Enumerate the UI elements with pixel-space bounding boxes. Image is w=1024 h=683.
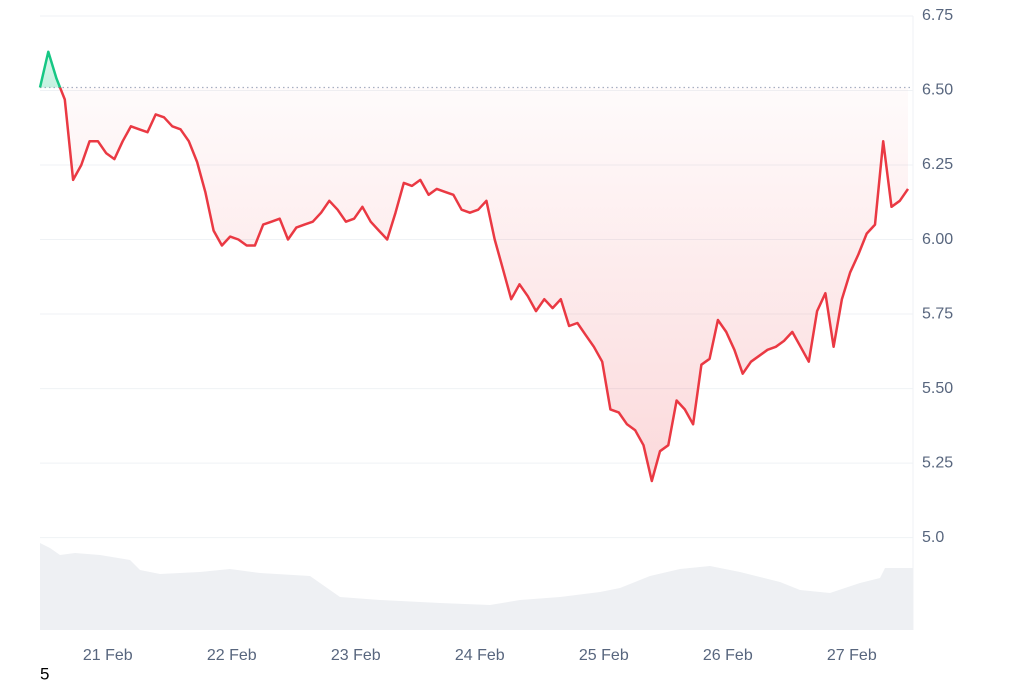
y-tick-label: 6.00 (922, 231, 953, 248)
y-tick-label: 6.50 (922, 82, 953, 99)
y-tick-label: 5.50 (922, 380, 953, 397)
y-tick-label: 5.75 (922, 305, 953, 322)
x-tick-label: 23 Feb (331, 647, 381, 664)
x-tick-label: 21 Feb (83, 647, 133, 664)
x-tick-label: 22 Feb (207, 647, 257, 664)
x-tick-label: 26 Feb (703, 647, 753, 664)
y-tick-label: 6.25 (922, 156, 953, 173)
area (40, 51, 908, 482)
y-tick-label: 5.25 (922, 454, 953, 471)
price-line (38, 50, 910, 483)
x-tick-label: 27 Feb (827, 647, 877, 664)
y-tick-label: 6.75 (922, 7, 953, 24)
x-tick-label: 24 Feb (455, 647, 505, 664)
y-tick-label: 5.0 (922, 529, 944, 546)
x-tick-label: 25 Feb (579, 647, 629, 664)
volume-area (40, 543, 913, 630)
footer-note: 5 (40, 664, 49, 683)
